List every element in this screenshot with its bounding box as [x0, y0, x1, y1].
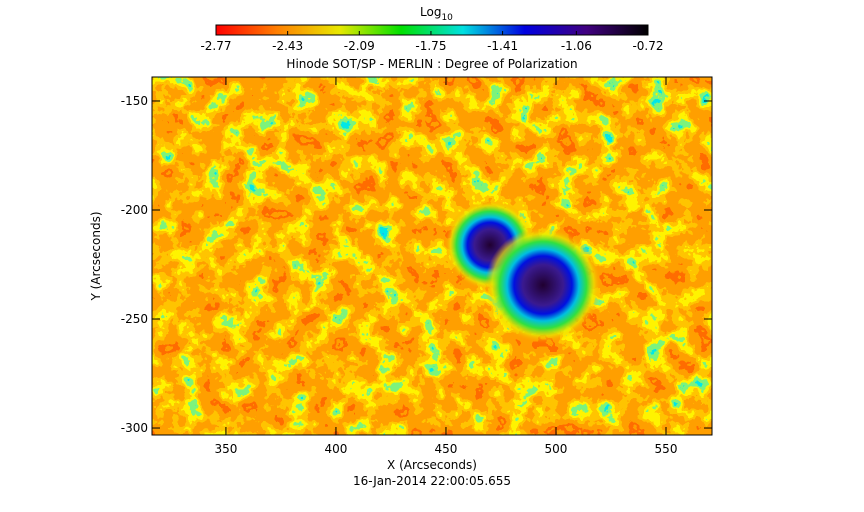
colorbar-tick-label: -1.06 — [561, 39, 592, 53]
colorbar-tick-label: -1.41 — [487, 39, 518, 53]
x-tick-label: 350 — [214, 442, 237, 456]
colorbar-tick-label: -2.77 — [200, 39, 231, 53]
colorbar-tick-label: -0.72 — [632, 39, 663, 53]
y-axis-label: Y (Arcseconds) — [89, 211, 103, 301]
colorbar-tick-label: -1.75 — [415, 39, 446, 53]
chart-title: Hinode SOT/SP - MERLIN : Degree of Polar… — [286, 57, 577, 71]
y-tick-label: -300 — [121, 421, 148, 435]
x-tick-label: 450 — [435, 442, 458, 456]
colorbar-tick-label: -2.43 — [272, 39, 303, 53]
colorbar-label-base: Log — [420, 5, 441, 19]
x-axis-label: X (Arcseconds) — [387, 458, 477, 472]
colorbar-label: Log10 — [420, 5, 453, 23]
colorbar-tick-label: -2.09 — [344, 39, 375, 53]
y-tick-label: -150 — [121, 94, 148, 108]
colorbar — [215, 24, 649, 36]
colorbar-label-sub: 10 — [441, 13, 453, 23]
x-tick-label: 500 — [545, 442, 568, 456]
polarization-map — [152, 77, 712, 435]
plot-frame — [151, 76, 713, 436]
y-tick-label: -250 — [121, 312, 148, 326]
footer: 16-Jan-2014 22:00:05.655 — [353, 474, 511, 488]
x-tick-label: 550 — [655, 442, 678, 456]
y-tick-label: -200 — [121, 203, 148, 217]
x-tick-label: 400 — [324, 442, 347, 456]
